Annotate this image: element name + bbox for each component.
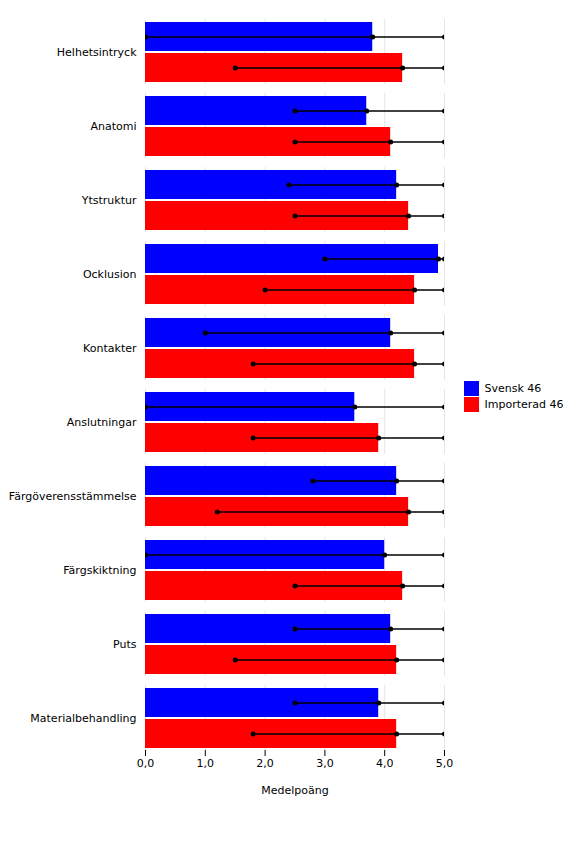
svg-text:Färgöverensstämmelse: Färgöverensstämmelse [9,490,137,503]
svg-text:Anatomi: Anatomi [90,120,136,133]
svg-text:Puts: Puts [113,638,137,651]
html-text:Svensk 46: Svensk 46 [484,382,542,396]
svg-text:0,0: 0,0 [137,757,155,770]
svg-text:Ytstruktur: Ytstruktur [81,194,137,207]
svg-text:5,0: 5,0 [436,757,454,770]
svg-text:Ocklusion: Ocklusion [83,268,137,281]
svg-text:Medelpoäng: Medelpoäng [261,784,328,797]
svg-text:Materialbehandling: Materialbehandling [30,712,136,725]
svg-text:Anslutningar: Anslutningar [67,416,137,429]
svg-text:Helhetsintryck: Helhetsintryck [57,46,137,59]
svg-text:3,0: 3,0 [316,757,334,770]
svg-text:2,0: 2,0 [256,757,274,770]
svg-text:Färgskiktning: Färgskiktning [63,564,136,577]
svg-text:Kontakter: Kontakter [83,342,137,355]
svg-text:4,0: 4,0 [376,757,394,770]
svg-text:1,0: 1,0 [197,757,215,770]
html-text:Importerad 46: Importerad 46 [484,398,564,412]
